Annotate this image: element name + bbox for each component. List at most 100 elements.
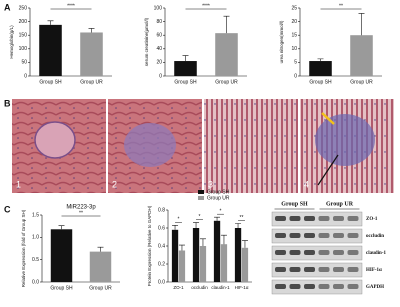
band [333,233,344,238]
arrow [317,154,339,186]
significance: **** [202,3,210,9]
significance: ** [79,210,83,216]
error-bar [317,58,324,62]
blot-strip [271,245,363,261]
y-tick-label: 0 [294,73,297,79]
error-bar [58,225,65,230]
error-bar [172,225,179,230]
x-tick-label: occludin [191,285,208,290]
error-bar [223,15,230,34]
blot-strip [271,211,363,227]
histology-image [204,99,298,193]
band [333,267,344,272]
image-label: 4 [304,179,309,189]
y-tick-label: 40 [156,46,162,52]
blot-row-label: ZO-1 [366,217,378,222]
y-tick-label: 0.5 [32,257,39,263]
band [318,216,330,221]
band [275,216,286,221]
band [347,250,359,255]
fibrosis [124,123,176,167]
significance: * [199,214,201,220]
band [289,250,301,255]
y-tick-label: 0.2 [158,261,165,267]
bar [350,35,373,76]
panel-label: B [4,98,11,108]
x-tick-label: Group UR [89,285,112,291]
band [275,233,286,238]
band [333,216,344,221]
band [304,233,315,238]
chart-title: MiR223-3p [66,205,96,211]
band [304,267,315,272]
x-tick-label: claudin-1 [211,285,230,290]
band [289,284,301,289]
y-tick-label: 1.5 [32,212,39,218]
significance: * [220,209,222,215]
error-bar [193,222,200,228]
y-tick-label: 80 [156,19,162,25]
histology: 1 2 3 4 [12,99,394,193]
significance: ** [339,3,343,9]
bar [50,229,73,282]
band [289,216,301,221]
blot-row-label: claudin-1 [366,251,387,256]
bar [220,244,228,282]
band [347,216,359,221]
bar [199,246,207,282]
image-label: 1 [16,179,21,189]
error-bar [182,55,189,62]
y-tick-label: 250 [19,5,28,11]
legend-swatch [198,190,204,194]
y-tick-label: 0.4 [158,243,165,249]
y-tick-label: 0 [24,73,27,79]
significance: * [178,217,180,223]
y-tick-label: 20 [156,60,162,66]
band [318,250,330,255]
error-bar [241,240,248,248]
band [304,216,315,221]
y-tick-label: 200 [19,19,28,25]
x-tick-label: Group UR [350,79,373,85]
panel-label: A [4,2,11,12]
y-tick-label: 100 [19,46,28,52]
y-tick-label: 1.0 [32,235,39,241]
error-bar [199,238,206,246]
blot-strip [271,279,363,295]
y-tick-label: 20 [291,19,297,25]
y-tick-label: 15 [291,33,297,39]
significance: ** [240,215,244,221]
x-tick-label: Group SH [50,285,73,291]
y-tick-label: 0 [159,73,162,79]
x-tick-label: Group UR [80,79,103,85]
y-axis-label: Relative Expression (fold of Group SH) [21,209,26,287]
bar [309,61,332,76]
lesion [315,114,375,166]
bar [192,228,200,282]
band [289,267,301,272]
x-tick-label: ZO-1 [173,285,184,290]
band [275,267,286,272]
bar [213,220,221,282]
significance: **** [67,3,75,9]
band [289,233,301,238]
error-bar [214,216,221,221]
band [304,250,315,255]
y-tick-label: 25 [291,5,297,11]
bar [234,228,242,282]
band [333,284,344,289]
legend-swatch [198,196,204,200]
x-tick-label: Group SH [309,79,332,85]
y-tick-label: 5 [294,60,297,66]
error-bar [178,244,185,251]
y-axis-label: Protein Expression (Relative to GAPDH) [147,205,152,286]
band [347,284,359,289]
blot-strip [271,262,363,278]
y-tick-label: 60 [156,33,162,39]
y-axis-label: serum creatinine(μmol/l) [144,17,149,66]
band [333,250,344,255]
error-bar [88,28,95,33]
y-tick-label: 0.6 [158,225,165,231]
image-label: 3 [208,179,213,189]
